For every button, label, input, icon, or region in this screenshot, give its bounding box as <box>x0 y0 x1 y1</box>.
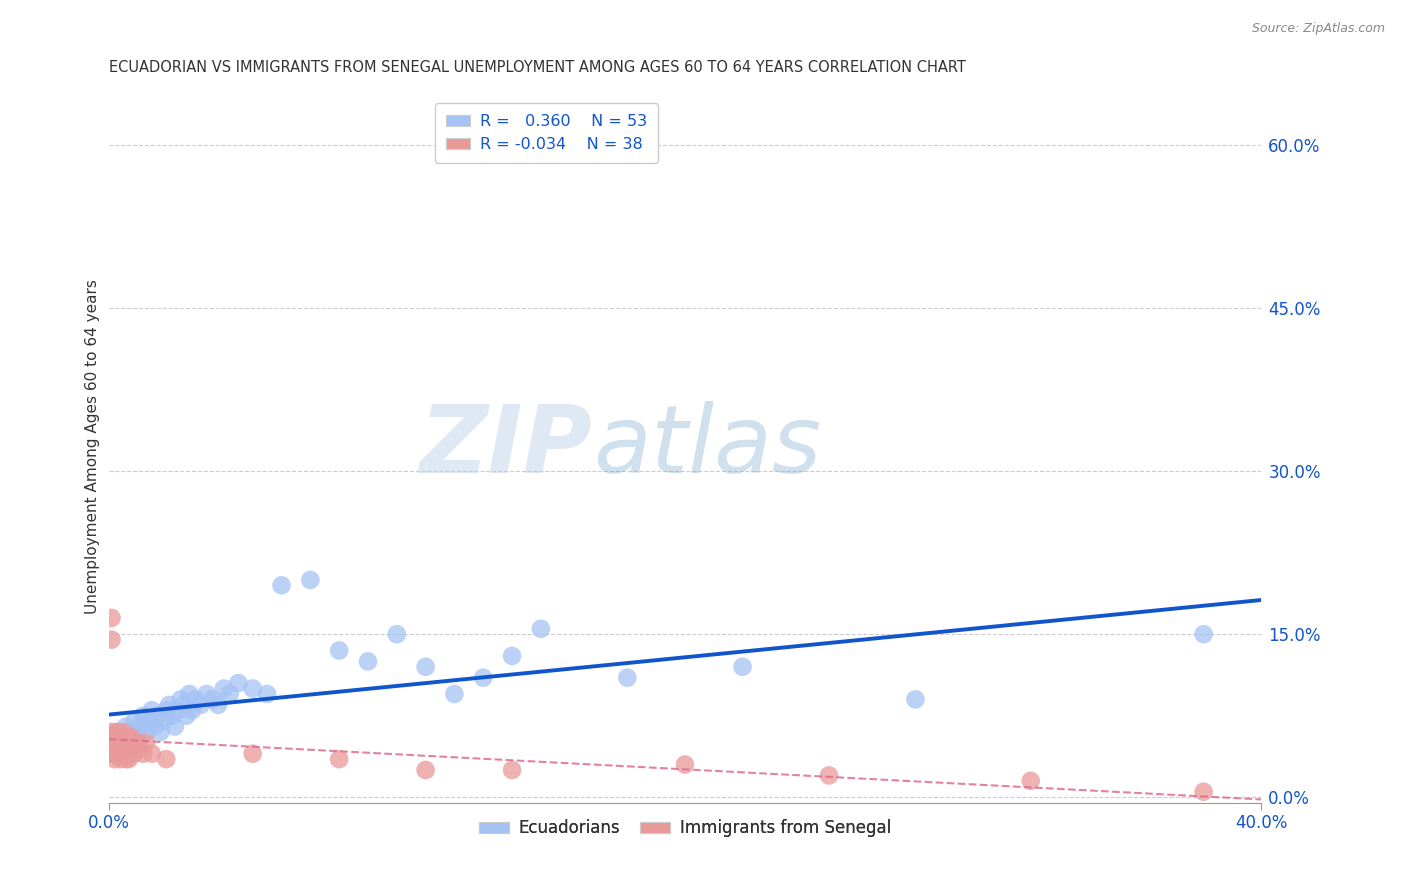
Point <box>108 741 131 756</box>
Point <box>135 725 157 739</box>
Point <box>121 731 143 745</box>
Point <box>112 747 135 761</box>
Point <box>124 747 146 761</box>
Point <box>904 692 927 706</box>
Point <box>226 676 249 690</box>
Point <box>731 660 754 674</box>
Point <box>530 622 553 636</box>
Point <box>105 725 128 739</box>
Point <box>105 725 128 739</box>
Point <box>103 752 125 766</box>
Point <box>195 687 218 701</box>
Point <box>100 632 122 647</box>
Point <box>103 736 125 750</box>
Point <box>256 687 278 701</box>
Point <box>673 757 696 772</box>
Point <box>190 698 212 712</box>
Point <box>155 752 177 766</box>
Legend: Ecuadorians, Immigrants from Senegal: Ecuadorians, Immigrants from Senegal <box>472 813 898 844</box>
Point <box>176 708 198 723</box>
Point <box>115 720 138 734</box>
Point <box>112 725 135 739</box>
Point <box>100 736 122 750</box>
Point <box>173 698 195 712</box>
Point <box>143 720 166 734</box>
Point <box>818 768 841 782</box>
Point <box>163 720 186 734</box>
Point <box>1192 785 1215 799</box>
Point <box>218 687 240 701</box>
Point <box>118 731 141 745</box>
Point <box>1019 773 1042 788</box>
Point <box>385 627 408 641</box>
Point <box>357 654 380 668</box>
Point <box>132 747 155 761</box>
Text: Source: ZipAtlas.com: Source: ZipAtlas.com <box>1251 22 1385 36</box>
Point <box>108 741 131 756</box>
Point <box>415 763 437 777</box>
Point <box>242 681 264 696</box>
Point <box>127 736 149 750</box>
Point <box>118 752 141 766</box>
Point <box>501 648 523 663</box>
Point <box>124 714 146 728</box>
Text: ZIP: ZIP <box>420 401 593 492</box>
Point <box>179 687 201 701</box>
Point <box>472 671 495 685</box>
Point <box>108 752 131 766</box>
Point <box>103 731 125 745</box>
Point <box>100 747 122 761</box>
Point <box>149 725 172 739</box>
Point <box>270 578 292 592</box>
Point <box>166 703 188 717</box>
Y-axis label: Unemployment Among Ages 60 to 64 years: Unemployment Among Ages 60 to 64 years <box>86 279 100 615</box>
Point <box>105 736 128 750</box>
Point <box>121 741 143 756</box>
Point <box>115 731 138 745</box>
Point <box>135 736 157 750</box>
Point <box>100 725 122 739</box>
Point <box>118 736 141 750</box>
Point <box>184 692 207 706</box>
Point <box>328 643 350 657</box>
Point <box>207 698 229 712</box>
Point <box>138 714 160 728</box>
Point <box>132 708 155 723</box>
Point <box>127 731 149 745</box>
Point <box>170 692 193 706</box>
Point <box>242 747 264 761</box>
Point <box>108 731 131 745</box>
Point <box>141 703 163 717</box>
Point <box>157 698 180 712</box>
Text: ECUADORIAN VS IMMIGRANTS FROM SENEGAL UNEMPLOYMENT AMONG AGES 60 TO 64 YEARS COR: ECUADORIAN VS IMMIGRANTS FROM SENEGAL UN… <box>108 60 966 75</box>
Point <box>212 681 235 696</box>
Point <box>129 741 152 756</box>
Point <box>146 708 169 723</box>
Point <box>443 687 465 701</box>
Point <box>100 747 122 761</box>
Point <box>155 703 177 717</box>
Point <box>501 763 523 777</box>
Point <box>100 611 122 625</box>
Point <box>105 747 128 761</box>
Point <box>181 703 204 717</box>
Point <box>160 708 183 723</box>
Point <box>1192 627 1215 641</box>
Point <box>115 741 138 756</box>
Point <box>121 725 143 739</box>
Point <box>112 731 135 745</box>
Text: atlas: atlas <box>593 401 821 492</box>
Point <box>141 747 163 761</box>
Point <box>415 660 437 674</box>
Point <box>299 573 322 587</box>
Point <box>103 741 125 756</box>
Point <box>328 752 350 766</box>
Point <box>616 671 638 685</box>
Point <box>115 752 138 766</box>
Point <box>129 720 152 734</box>
Point <box>152 714 174 728</box>
Point <box>112 736 135 750</box>
Point <box>201 692 224 706</box>
Point <box>118 741 141 756</box>
